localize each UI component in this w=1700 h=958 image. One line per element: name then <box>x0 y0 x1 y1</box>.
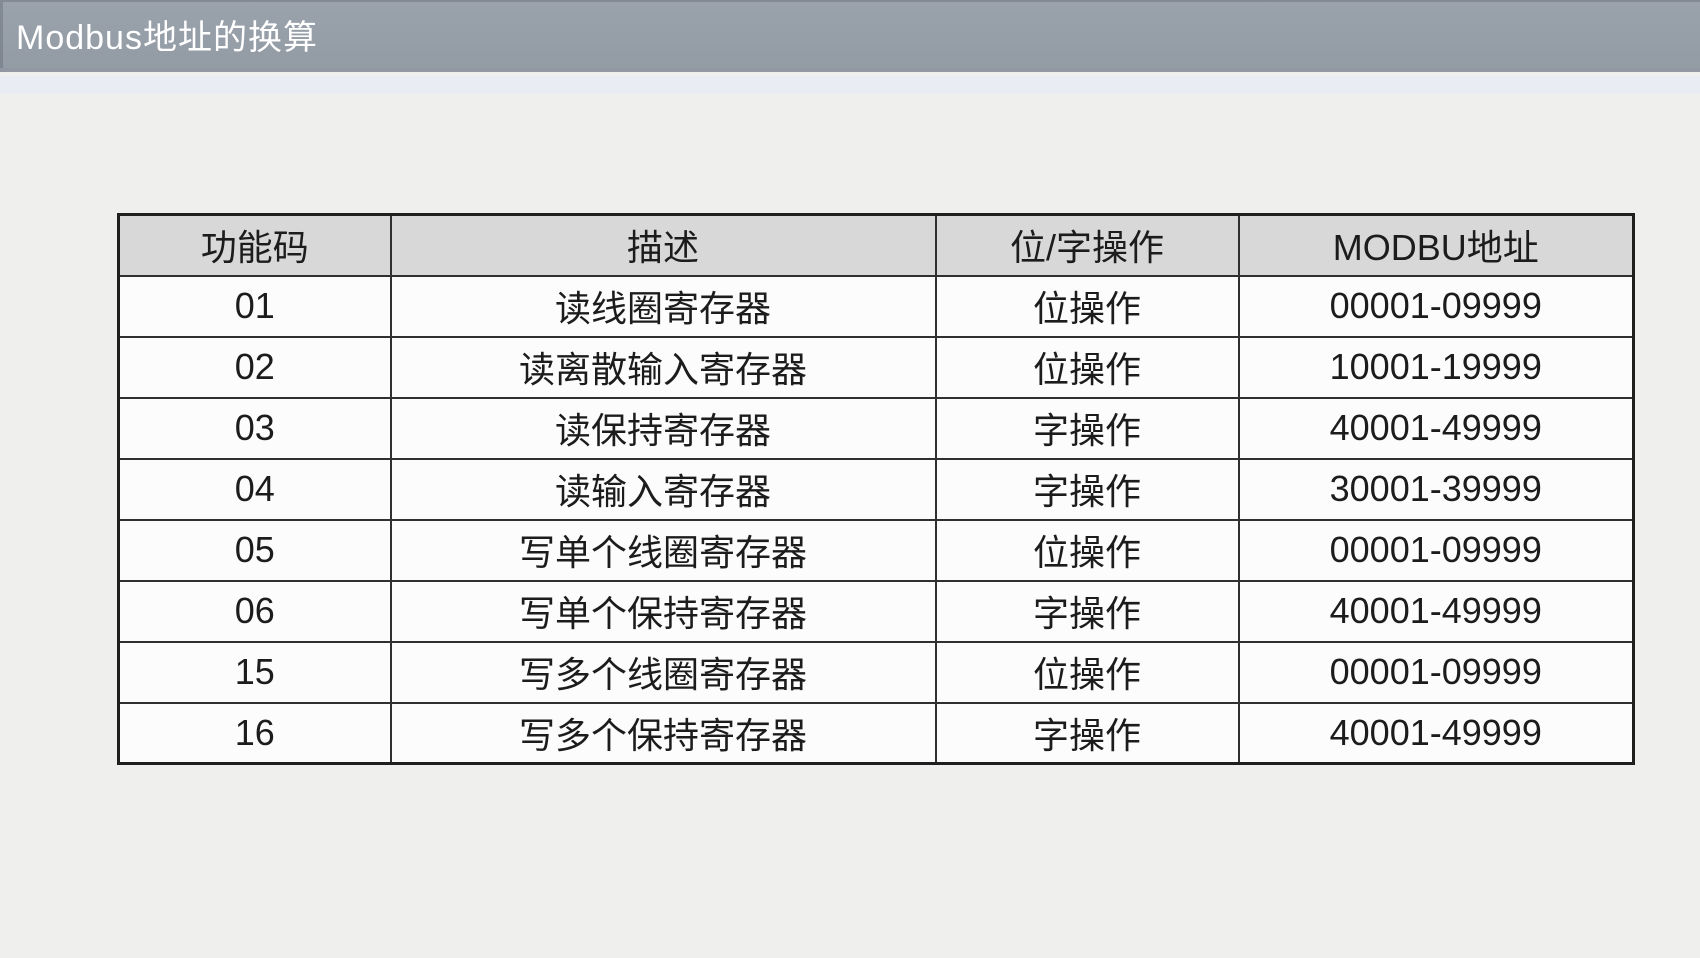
cell-description: 写单个保持寄存器 <box>389 579 937 643</box>
cell-address: 40001-49999 <box>1237 396 1635 460</box>
column-header-operation: 位/字操作 <box>934 213 1240 277</box>
cell-address: 00001-09999 <box>1237 640 1635 704</box>
cell-address: 40001-49999 <box>1237 579 1635 643</box>
table-row: 03 读保持寄存器 字操作 40001-49999 <box>117 396 1635 460</box>
cell-operation: 位操作 <box>934 335 1240 399</box>
cell-description: 写多个线圈寄存器 <box>389 640 937 704</box>
cell-operation: 字操作 <box>934 701 1240 765</box>
modbus-address-table: 功能码 描述 位/字操作 MODBU地址 01 读线圈寄存器 位操作 00001… <box>117 213 1635 765</box>
cell-description: 读输入寄存器 <box>389 457 937 521</box>
table-row: 05 写单个线圈寄存器 位操作 00001-09999 <box>117 518 1635 582</box>
cell-function-code: 16 <box>117 701 392 765</box>
table-row: 02 读离散输入寄存器 位操作 10001-19999 <box>117 335 1635 399</box>
column-header-address: MODBU地址 <box>1237 213 1635 277</box>
table-row: 16 写多个保持寄存器 字操作 40001-49999 <box>117 701 1635 765</box>
cell-description: 读保持寄存器 <box>389 396 937 460</box>
column-header-description: 描述 <box>389 213 937 277</box>
cell-operation: 字操作 <box>934 579 1240 643</box>
cell-address: 00001-09999 <box>1237 274 1635 338</box>
cell-function-code: 05 <box>117 518 392 582</box>
table-row: 01 读线圈寄存器 位操作 00001-09999 <box>117 274 1635 338</box>
cell-description: 写多个保持寄存器 <box>389 701 937 765</box>
cell-operation: 位操作 <box>934 640 1240 704</box>
cell-address: 40001-49999 <box>1237 701 1635 765</box>
cell-operation: 位操作 <box>934 274 1240 338</box>
cell-function-code: 01 <box>117 274 392 338</box>
cell-description: 读线圈寄存器 <box>389 274 937 338</box>
cell-address: 10001-19999 <box>1237 335 1635 399</box>
table-header-row: 功能码 描述 位/字操作 MODBU地址 <box>117 213 1635 277</box>
cell-operation: 字操作 <box>934 396 1240 460</box>
table-row: 04 读输入寄存器 字操作 30001-39999 <box>117 457 1635 521</box>
cell-operation: 位操作 <box>934 518 1240 582</box>
cell-function-code: 02 <box>117 335 392 399</box>
table-row: 15 写多个线圈寄存器 位操作 00001-09999 <box>117 640 1635 704</box>
cell-function-code: 03 <box>117 396 392 460</box>
cell-description: 写单个线圈寄存器 <box>389 518 937 582</box>
title-bar-underglow <box>0 76 1700 94</box>
cell-address: 00001-09999 <box>1237 518 1635 582</box>
cell-function-code: 15 <box>117 640 392 704</box>
column-header-function-code: 功能码 <box>117 213 392 277</box>
cell-function-code: 04 <box>117 457 392 521</box>
title-bar: Modbus地址的换算 <box>0 0 1700 72</box>
cell-function-code: 06 <box>117 579 392 643</box>
cell-address: 30001-39999 <box>1237 457 1635 521</box>
modbus-table-container: 功能码 描述 位/字操作 MODBU地址 01 读线圈寄存器 位操作 00001… <box>117 213 1635 765</box>
page-title: Modbus地址的换算 <box>16 18 318 57</box>
table-row: 06 写单个保持寄存器 字操作 40001-49999 <box>117 579 1635 643</box>
cell-description: 读离散输入寄存器 <box>389 335 937 399</box>
cell-operation: 字操作 <box>934 457 1240 521</box>
